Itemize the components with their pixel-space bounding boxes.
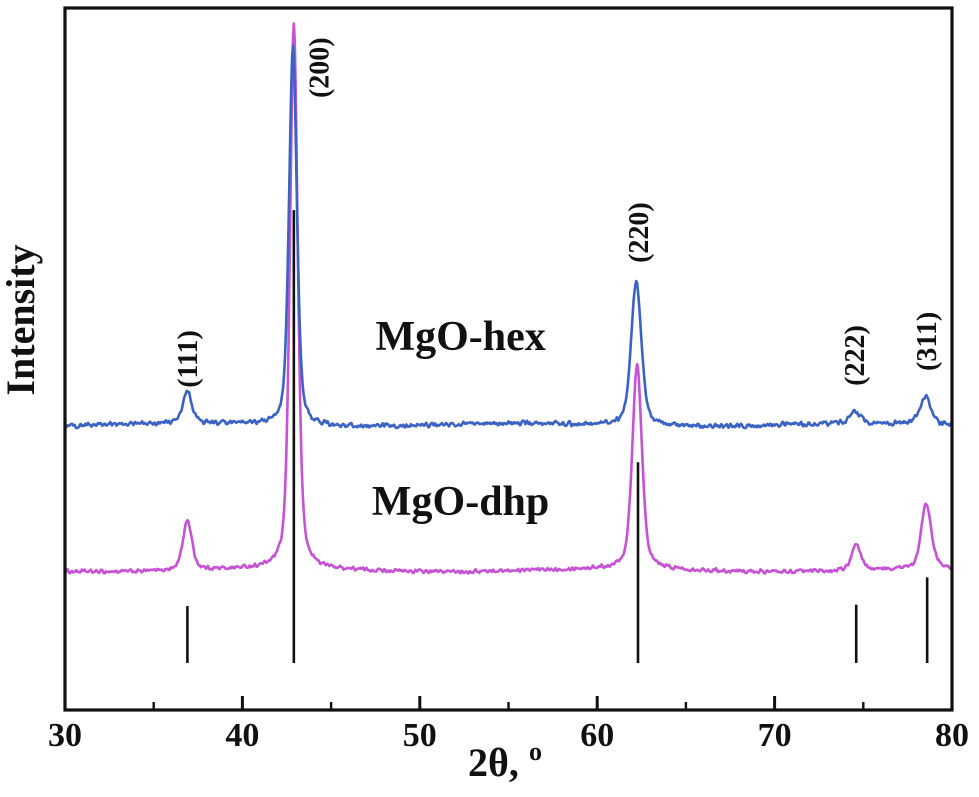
series-label-MgO-dhp: MgO-dhp (372, 479, 549, 525)
y-axis-title: Intensity (0, 244, 43, 395)
peak-label-(222): (222) (840, 325, 871, 386)
x-axis-tick-label: 80 (935, 717, 969, 754)
series-label-MgO-hex: MgO-hex (375, 314, 545, 360)
peak-label-(220): (220) (624, 202, 655, 263)
x-axis-tick-label: 40 (225, 717, 259, 754)
peak-label-(200): (200) (305, 37, 336, 98)
x-axis-tick-label: 30 (48, 717, 82, 754)
x-axis-tick-label: 60 (580, 717, 614, 754)
x-axis-tick-label: 50 (403, 717, 437, 754)
series-curve-MgO-hex (63, 44, 954, 430)
peak-label-(111): (111) (173, 330, 204, 388)
x-axis-tick-label: 70 (758, 717, 792, 754)
series-curve-MgO-dhp (63, 22, 954, 575)
x-axis-title: 2θ, o (468, 737, 542, 785)
peak-label-(311): (311) (912, 312, 943, 371)
